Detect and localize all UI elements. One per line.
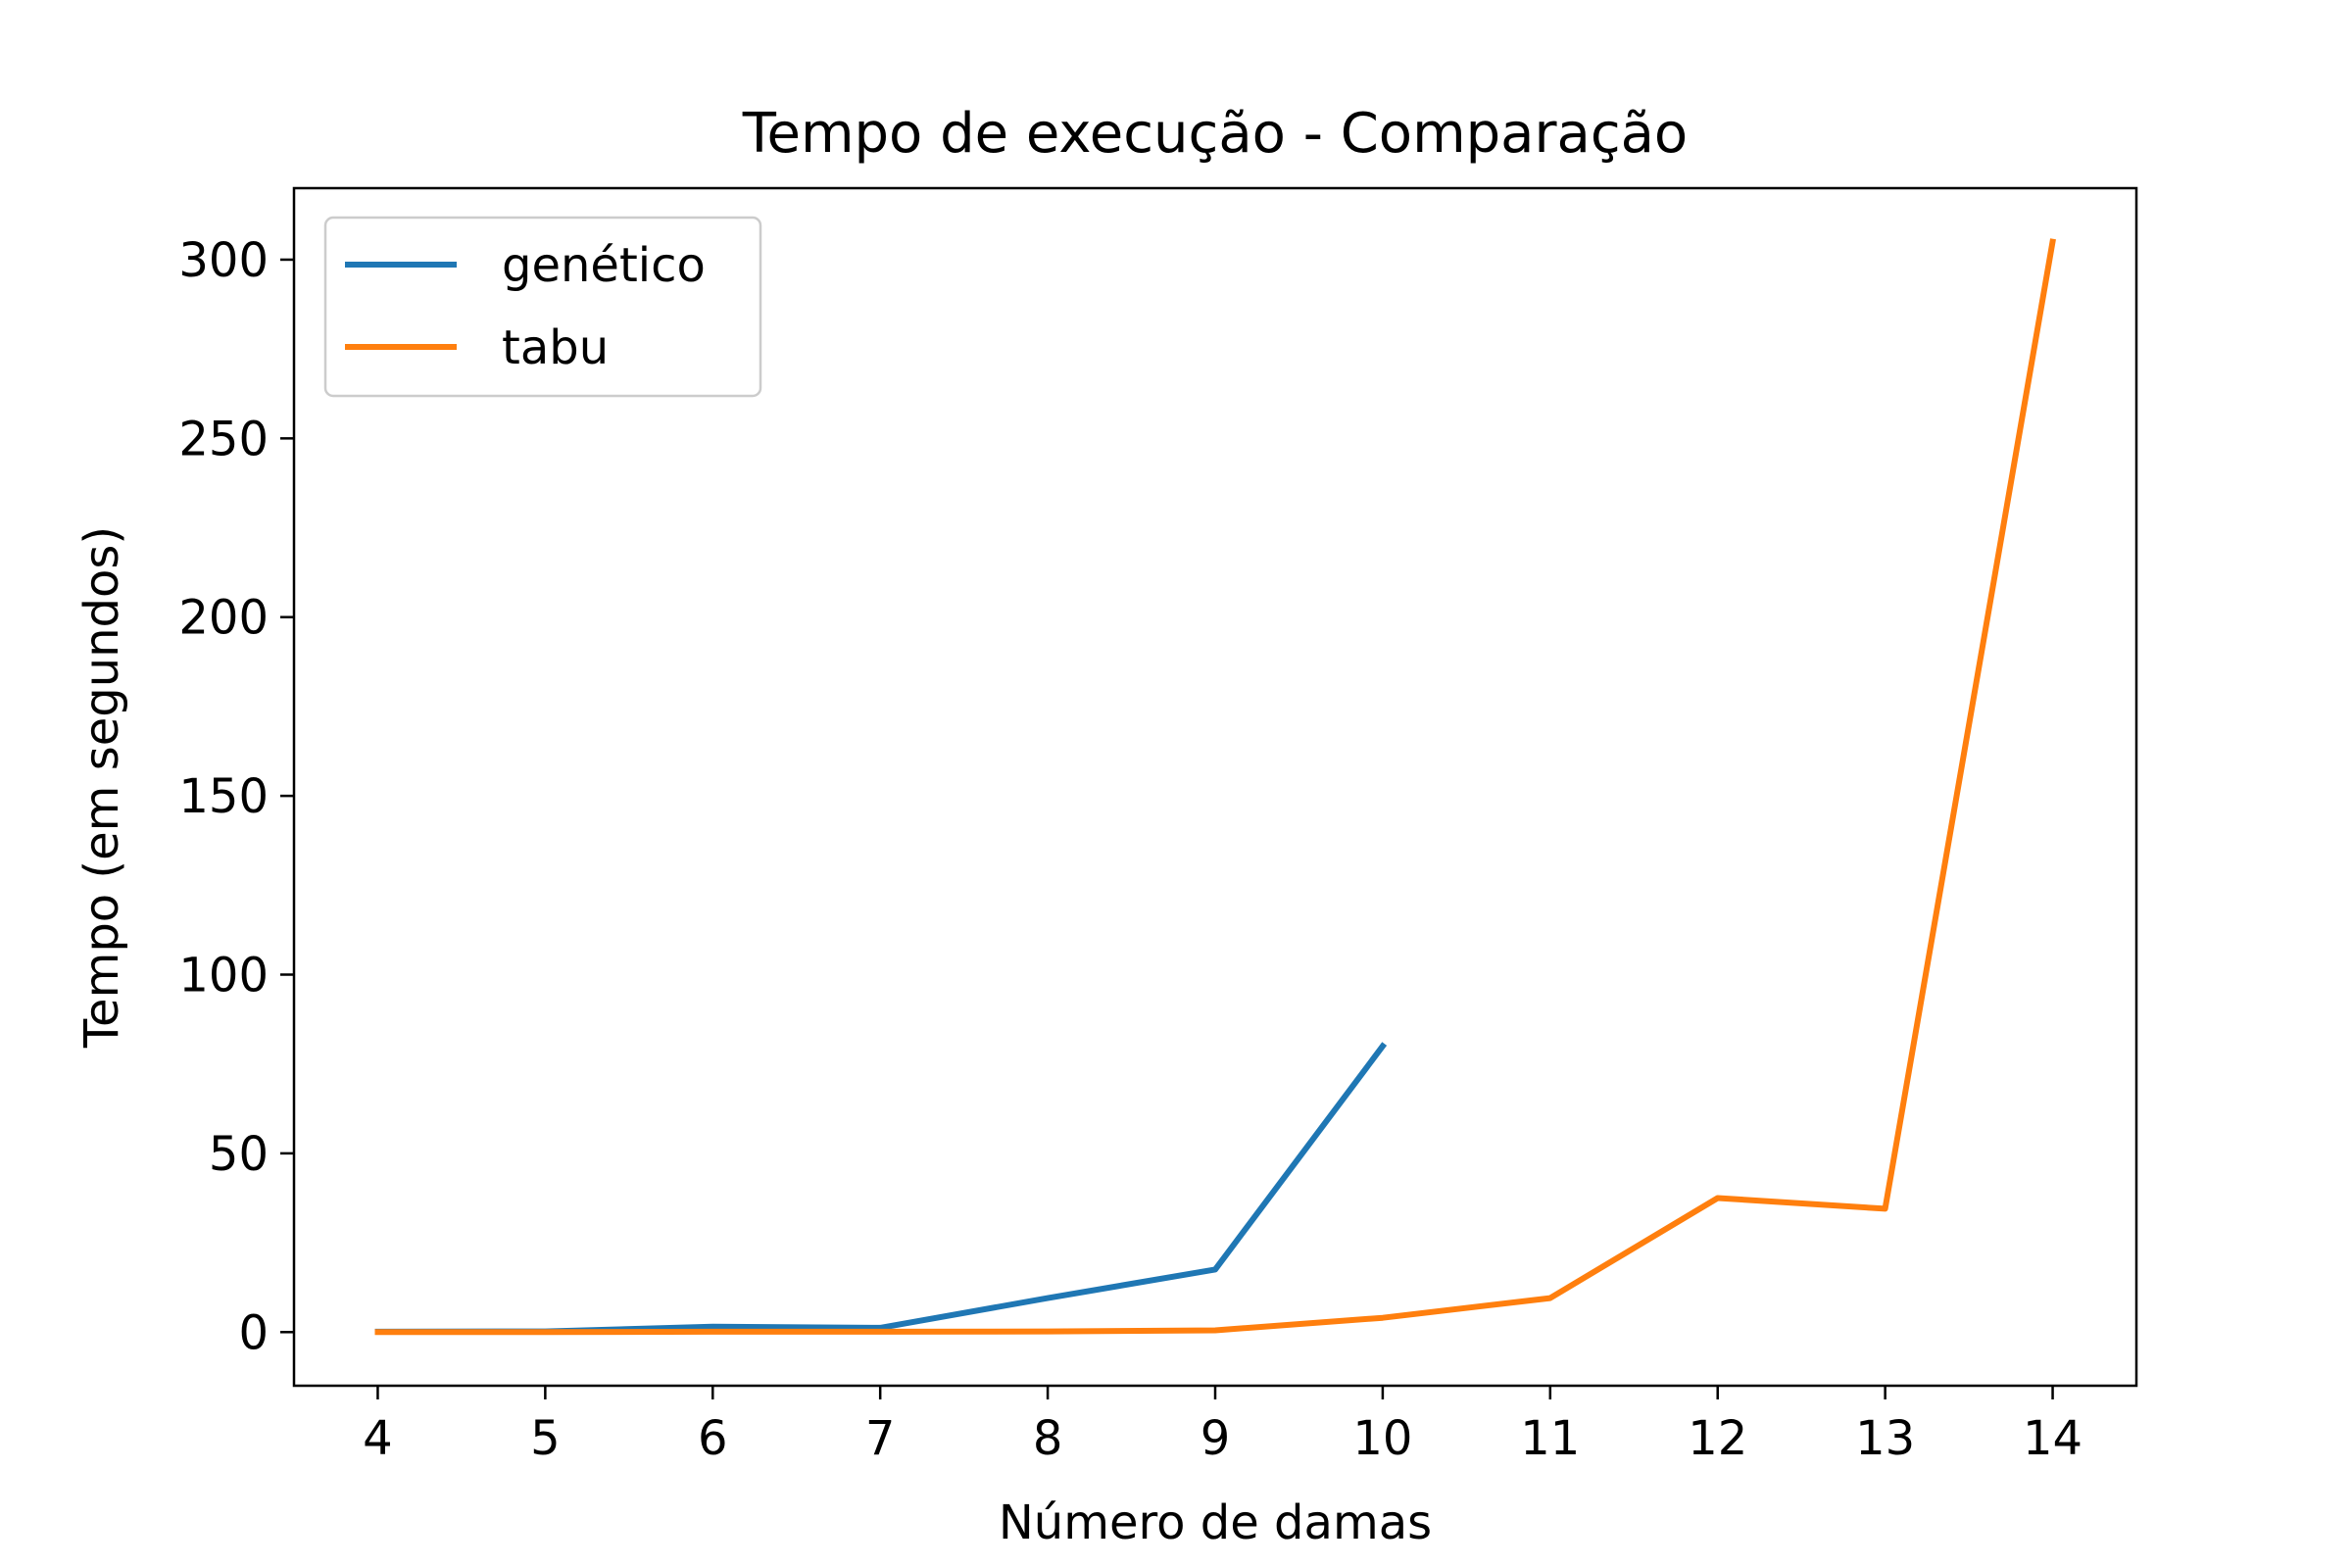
chart-title: Tempo de execução - Comparação xyxy=(742,102,1688,166)
y-tick-label: 200 xyxy=(178,591,269,646)
legend-label-genetico: genético xyxy=(502,238,706,293)
x-tick-label: 11 xyxy=(1520,1411,1580,1466)
x-axis-label: Número de damas xyxy=(999,1495,1432,1550)
y-tick-label: 250 xyxy=(178,412,269,466)
y-tick-label: 100 xyxy=(178,949,269,1004)
x-tick-label: 7 xyxy=(865,1411,896,1466)
y-tick-label: 50 xyxy=(209,1127,269,1182)
x-tick-label: 9 xyxy=(1200,1411,1231,1466)
x-tick-label: 4 xyxy=(363,1411,393,1466)
legend: genético tabu xyxy=(323,216,762,398)
legend-label-tabu: tabu xyxy=(502,320,609,375)
series-line-tabu xyxy=(374,238,2056,1336)
y-tick-label: 150 xyxy=(178,769,269,824)
x-tick-label: 8 xyxy=(1033,1411,1063,1466)
y-tick-label: 0 xyxy=(238,1305,269,1360)
x-tick-label: 5 xyxy=(530,1411,561,1466)
x-tick-label: 12 xyxy=(1688,1411,1747,1466)
y-axis-label: Tempo (em segundos) xyxy=(74,526,129,1049)
y-axis: 0 50 100 150 200 250 300 xyxy=(178,233,294,1360)
x-axis: 4 5 6 7 8 9 10 11 12 13 14 xyxy=(363,1386,2082,1466)
x-tick-label: 14 xyxy=(2023,1411,2082,1466)
x-tick-label: 10 xyxy=(1352,1411,1412,1466)
series-layer xyxy=(374,238,2056,1336)
x-tick-label: 6 xyxy=(698,1411,728,1466)
y-tick-label: 300 xyxy=(178,233,269,288)
x-tick-label: 13 xyxy=(1855,1411,1915,1466)
